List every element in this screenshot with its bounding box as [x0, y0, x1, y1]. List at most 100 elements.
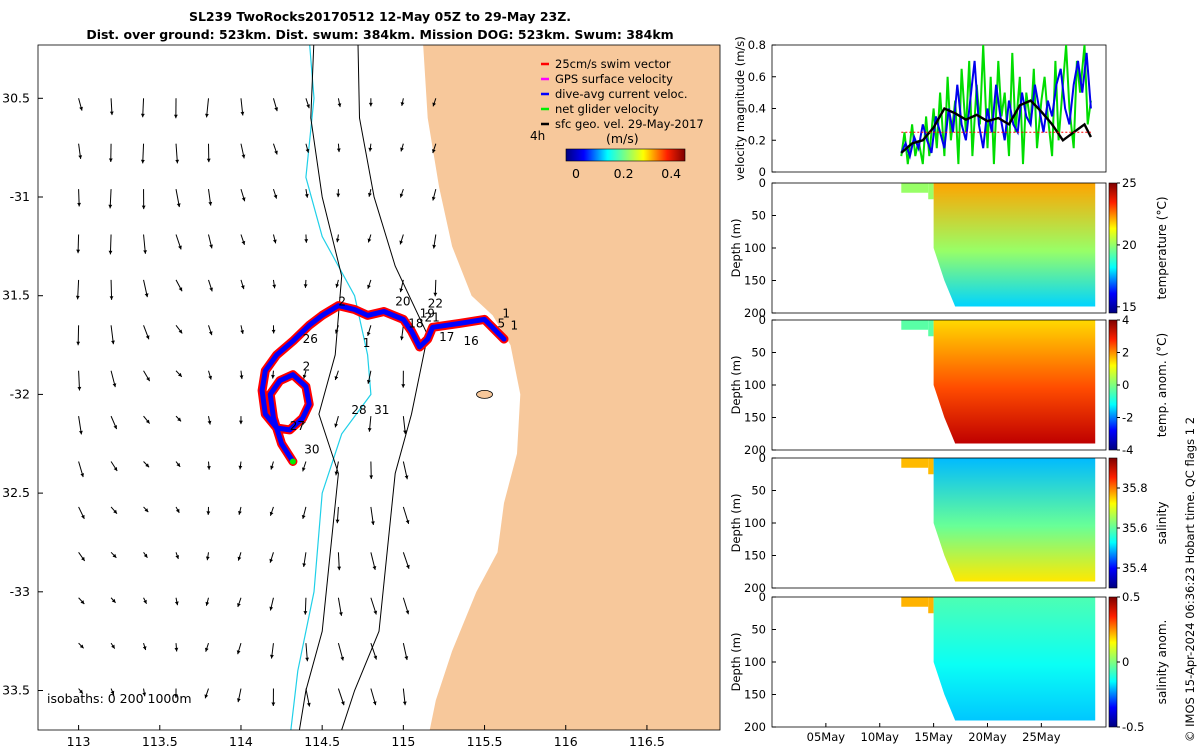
current-arrow-head	[334, 423, 338, 428]
section-colorbar-tick-label: 35.6	[1122, 521, 1148, 535]
current-arrow-head	[174, 694, 178, 698]
map-y-tick-label: -33	[10, 584, 30, 599]
map-x-tick-label: 115	[391, 734, 415, 749]
isobath-1000m	[298, 45, 343, 730]
section-colorbar	[1108, 319, 1118, 451]
current-arrow-head	[432, 102, 436, 107]
section-surface-cells	[901, 183, 929, 193]
map-x-tick-label: 116.5	[629, 734, 665, 749]
colorbar-tick-label: 0.4	[661, 166, 681, 181]
map-x-tick-label: 113.5	[142, 734, 178, 749]
current-arrow-head	[144, 293, 149, 298]
section-surface-cells	[928, 320, 934, 337]
current-arrow-head	[341, 701, 345, 706]
current-arrow-head	[372, 566, 377, 570]
current-arrow-head	[399, 288, 404, 293]
section-y-tick-label: 100	[744, 516, 766, 530]
current-arrow-head	[241, 154, 246, 159]
track-day-label: 2	[303, 360, 311, 374]
map-x-tick-label: 114.5	[304, 734, 340, 749]
velocity-series-line	[900, 52, 1092, 160]
current-arrow-head	[302, 374, 307, 379]
track-day-label: 19	[420, 306, 435, 320]
current-arrow-head	[334, 376, 339, 380]
isobath-cyan	[290, 45, 372, 730]
track-day-label: 30	[304, 443, 319, 457]
current-arrow-head	[111, 644, 115, 649]
track-day-label: 1	[511, 318, 519, 332]
section-x-tick-label: 05May	[807, 730, 846, 744]
current-arrow-head	[399, 193, 404, 198]
current-arrow-head	[368, 192, 372, 197]
section-y-tick-label: 0	[759, 451, 766, 465]
colorbar-tick-label: 0.2	[614, 166, 634, 181]
current-arrow-head	[144, 508, 149, 513]
colorbar-side-label: 4h	[530, 129, 545, 143]
current-arrow-head	[141, 205, 146, 210]
current-arrow-head	[241, 197, 246, 202]
section-body-cells	[933, 183, 1096, 307]
current-arrow-head	[177, 417, 182, 422]
chart-title-line1: SL239 TwoRocks20170512 12-May 05Z to 29-…	[188, 9, 572, 24]
current-arrow-head	[335, 519, 340, 524]
current-arrow-head	[239, 375, 244, 379]
section-surface-cells	[901, 320, 929, 330]
current-arrow-head	[208, 201, 213, 206]
section-colorbar-tick-label: 0	[1122, 655, 1129, 669]
current-arrow-head	[176, 203, 181, 208]
current-arrow-head	[241, 285, 245, 290]
current-arrow-head	[176, 462, 181, 467]
current-arrow-head	[108, 158, 113, 162]
legend-label: sfc geo. vel. 29-May-2017	[555, 117, 704, 131]
current-arrow-head	[140, 159, 145, 164]
section-y-tick-label: 100	[744, 241, 766, 255]
current-arrow-head	[143, 599, 147, 604]
current-arrow-head	[237, 556, 242, 561]
current-arrow-head	[145, 463, 150, 468]
current-arrow-head	[112, 553, 117, 558]
current-arrow-head	[337, 103, 342, 108]
current-arrow-head	[240, 330, 244, 334]
section-colorbar-tick-label: 25	[1122, 176, 1137, 190]
section-colorbar-tick-label: 15	[1122, 300, 1137, 314]
track-day-label: 2	[338, 295, 346, 309]
current-arrow-head	[175, 159, 180, 164]
section-y-tick-label: 150	[744, 688, 766, 702]
current-arrow-head	[76, 341, 81, 346]
current-arrow-head	[238, 465, 243, 470]
current-arrow-head	[79, 689, 83, 694]
current-arrow-head	[269, 511, 274, 516]
current-arrow-head	[271, 702, 276, 706]
current-arrow-head	[112, 383, 117, 388]
current-arrow-head	[305, 657, 309, 662]
section-colorbar-tick-label: -2	[1122, 411, 1133, 425]
section-colorbar	[1108, 596, 1118, 728]
track-day-label: 26	[303, 332, 318, 346]
section-colorbar-label: temp. anom. (°C)	[1155, 333, 1169, 437]
current-arrow-head	[271, 329, 276, 334]
current-arrow-head	[174, 647, 179, 652]
current-arrow-head	[400, 147, 404, 152]
section-y-axis-label: Depth (m)	[729, 633, 743, 692]
current-arrow-head	[273, 194, 278, 199]
current-arrow-head	[367, 238, 372, 243]
current-arrow-head	[207, 466, 211, 470]
track-day-label: 21	[424, 310, 439, 324]
map-y-tick-label: 32.5	[2, 485, 30, 500]
current-arrow-head	[401, 384, 406, 388]
current-arrow-head	[108, 204, 113, 209]
section-colorbar-tick-label: 0.5	[1122, 590, 1140, 604]
current-arrow-head	[76, 249, 81, 254]
section-colorbar-tick-label: -0.5	[1122, 720, 1144, 734]
section-y-tick-label: 200	[744, 443, 766, 457]
current-arrow-head	[270, 654, 274, 659]
current-arrow-head	[335, 238, 340, 243]
section-y-tick-label: 100	[744, 655, 766, 669]
current-arrow-head	[143, 553, 148, 558]
track-day-label: 20	[395, 295, 410, 309]
current-arrow-head	[110, 690, 115, 695]
current-arrow-head	[113, 467, 118, 471]
legend-label: GPS surface velocity	[555, 72, 673, 86]
